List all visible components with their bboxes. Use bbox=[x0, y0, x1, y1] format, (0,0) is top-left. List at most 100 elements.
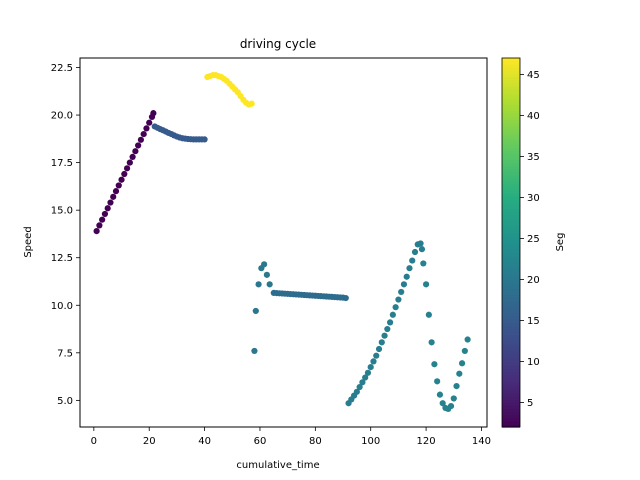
colorbar-gradient-step bbox=[502, 390, 520, 394]
colorbar-tick-label: 25 bbox=[527, 234, 540, 245]
data-point bbox=[129, 153, 136, 161]
data-point bbox=[395, 296, 402, 303]
colorbar-gradient-step bbox=[502, 187, 520, 191]
plot-area: 0 20 40 60 80 100 120 140 5.0 7.5 10.0 12.5 15.0 17.5… bbox=[51, 63, 491, 447]
colorbar-gradient-step bbox=[502, 131, 520, 136]
data-point bbox=[201, 136, 208, 143]
data-point bbox=[356, 383, 363, 391]
colorbar-gradient-step bbox=[502, 282, 520, 287]
data-point bbox=[143, 125, 150, 132]
data-point bbox=[425, 311, 432, 318]
data-point bbox=[409, 257, 416, 264]
colorbar-gradient-step bbox=[502, 73, 520, 78]
colorbar-gradient-step bbox=[502, 61, 520, 65]
data-point bbox=[255, 281, 262, 288]
data-point bbox=[115, 182, 122, 189]
colorbar-gradient-step bbox=[502, 254, 520, 259]
colorbar-gradient-step bbox=[502, 264, 520, 268]
data-point bbox=[248, 100, 255, 107]
colorbar-gradient-step bbox=[502, 107, 520, 111]
data-point bbox=[384, 325, 391, 333]
x-tick-label: 140 bbox=[472, 436, 491, 447]
colorbar-gradient-step bbox=[502, 402, 520, 407]
colorbar-gradient-step bbox=[502, 85, 520, 90]
colorbar-gradient-step bbox=[502, 236, 520, 241]
colorbar-gradient-step bbox=[502, 134, 520, 139]
data-point bbox=[263, 271, 270, 278]
y-axis-label: Speed bbox=[23, 226, 34, 257]
data-point bbox=[362, 374, 369, 381]
colorbar-gradient-step bbox=[502, 331, 520, 336]
colorbar-gradient-step bbox=[502, 387, 520, 391]
colorbar-gradient-step bbox=[502, 224, 520, 228]
colorbar-gradient-step bbox=[502, 147, 520, 151]
y-tick-label: 20.0 bbox=[51, 111, 73, 122]
data-point bbox=[453, 383, 460, 390]
colorbar-gradient-step bbox=[502, 217, 520, 222]
colorbar-gradient-step bbox=[502, 340, 520, 345]
data-point bbox=[422, 281, 430, 288]
x-tick-label: 100 bbox=[361, 436, 380, 447]
colorbar-gradient-step bbox=[502, 368, 520, 373]
data-point bbox=[447, 402, 455, 410]
colorbar-gradient-step bbox=[502, 405, 520, 410]
data-point bbox=[251, 347, 258, 355]
colorbar-gradient-step bbox=[502, 159, 520, 164]
data-point bbox=[378, 339, 385, 346]
data-point bbox=[431, 361, 438, 368]
colorbar-gradient-step bbox=[502, 248, 520, 253]
colorbar-gradient-step bbox=[502, 297, 520, 302]
colorbar-gradient-step bbox=[502, 423, 520, 428]
colorbar-gradient-step bbox=[502, 365, 520, 370]
colorbar-gradient-step bbox=[502, 316, 520, 320]
data-point bbox=[461, 347, 468, 355]
colorbar-gradient-step bbox=[502, 359, 520, 364]
colorbar-gradient-step bbox=[502, 383, 520, 388]
colorbar-gradient-step bbox=[502, 208, 520, 213]
colorbar-tick-label: 40 bbox=[527, 111, 540, 122]
colorbar-gradient-step bbox=[502, 101, 520, 105]
data-point bbox=[418, 246, 426, 253]
data-point bbox=[110, 193, 117, 200]
data-point bbox=[140, 130, 147, 138]
colorbar-gradient-step bbox=[502, 334, 520, 339]
data-point bbox=[261, 261, 268, 268]
colorbar-gradient-step bbox=[502, 377, 520, 382]
data-point bbox=[370, 358, 377, 365]
data-point bbox=[389, 311, 396, 318]
data-point bbox=[123, 165, 131, 172]
y-tick-label: 10.0 bbox=[51, 301, 73, 312]
colorbar-gradient-step bbox=[502, 257, 520, 262]
y-tick-label: 15.0 bbox=[51, 206, 73, 217]
colorbar-gradient-step bbox=[502, 294, 520, 299]
data-point bbox=[406, 265, 413, 272]
data-point bbox=[398, 288, 405, 296]
chart-title: driving cycle bbox=[240, 37, 316, 51]
colorbar-gradient-step bbox=[502, 171, 520, 176]
colorbar-gradient-step bbox=[502, 353, 520, 357]
x-axis-label: cumulative_time bbox=[236, 460, 319, 471]
colorbar-gradient-step bbox=[502, 64, 520, 68]
colorbar-gradient-step bbox=[502, 251, 520, 256]
x-tick-label: 20 bbox=[143, 436, 156, 447]
data-point bbox=[107, 199, 114, 206]
x-tick-label: 120 bbox=[417, 436, 436, 447]
data-point bbox=[266, 281, 273, 288]
data-point bbox=[417, 240, 424, 247]
colorbar-gradient-step bbox=[502, 310, 520, 314]
colorbar-gradient-step bbox=[502, 193, 520, 197]
colorbar-gradient-step bbox=[502, 227, 520, 231]
data-point bbox=[101, 210, 109, 218]
colorbar-gradient-step bbox=[502, 119, 520, 124]
colorbar-gradient-step bbox=[502, 82, 520, 87]
colorbar-gradient-step bbox=[502, 58, 520, 62]
y-tick-label: 7.5 bbox=[57, 348, 73, 359]
colorbar-gradient-step bbox=[502, 128, 520, 133]
colorbar-gradient-step bbox=[502, 205, 520, 210]
colorbar-gradient-step bbox=[502, 337, 520, 342]
colorbar-gradient-step bbox=[502, 211, 520, 216]
colorbar-gradient-step bbox=[502, 350, 520, 354]
data-point bbox=[464, 336, 471, 343]
colorbar-tick-label: 5 bbox=[527, 398, 533, 409]
